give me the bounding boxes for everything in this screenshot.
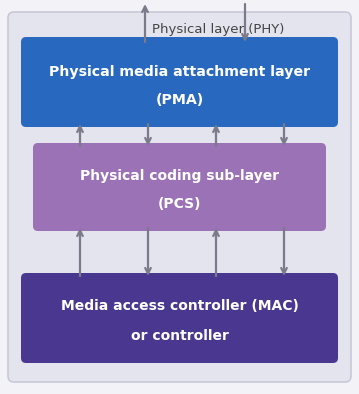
Text: or controller: or controller (131, 329, 228, 343)
Text: Physical media attachment layer: Physical media attachment layer (49, 65, 310, 80)
FancyBboxPatch shape (21, 37, 338, 127)
Text: Physical coding sub-layer: Physical coding sub-layer (80, 169, 279, 183)
FancyBboxPatch shape (21, 273, 338, 363)
Text: (PCS): (PCS) (158, 197, 201, 211)
Text: Physical layer (PHY): Physical layer (PHY) (152, 22, 284, 35)
FancyBboxPatch shape (33, 143, 326, 231)
FancyBboxPatch shape (8, 12, 351, 382)
Text: (PMA): (PMA) (155, 93, 204, 107)
Text: Media access controller (MAC): Media access controller (MAC) (61, 299, 298, 313)
